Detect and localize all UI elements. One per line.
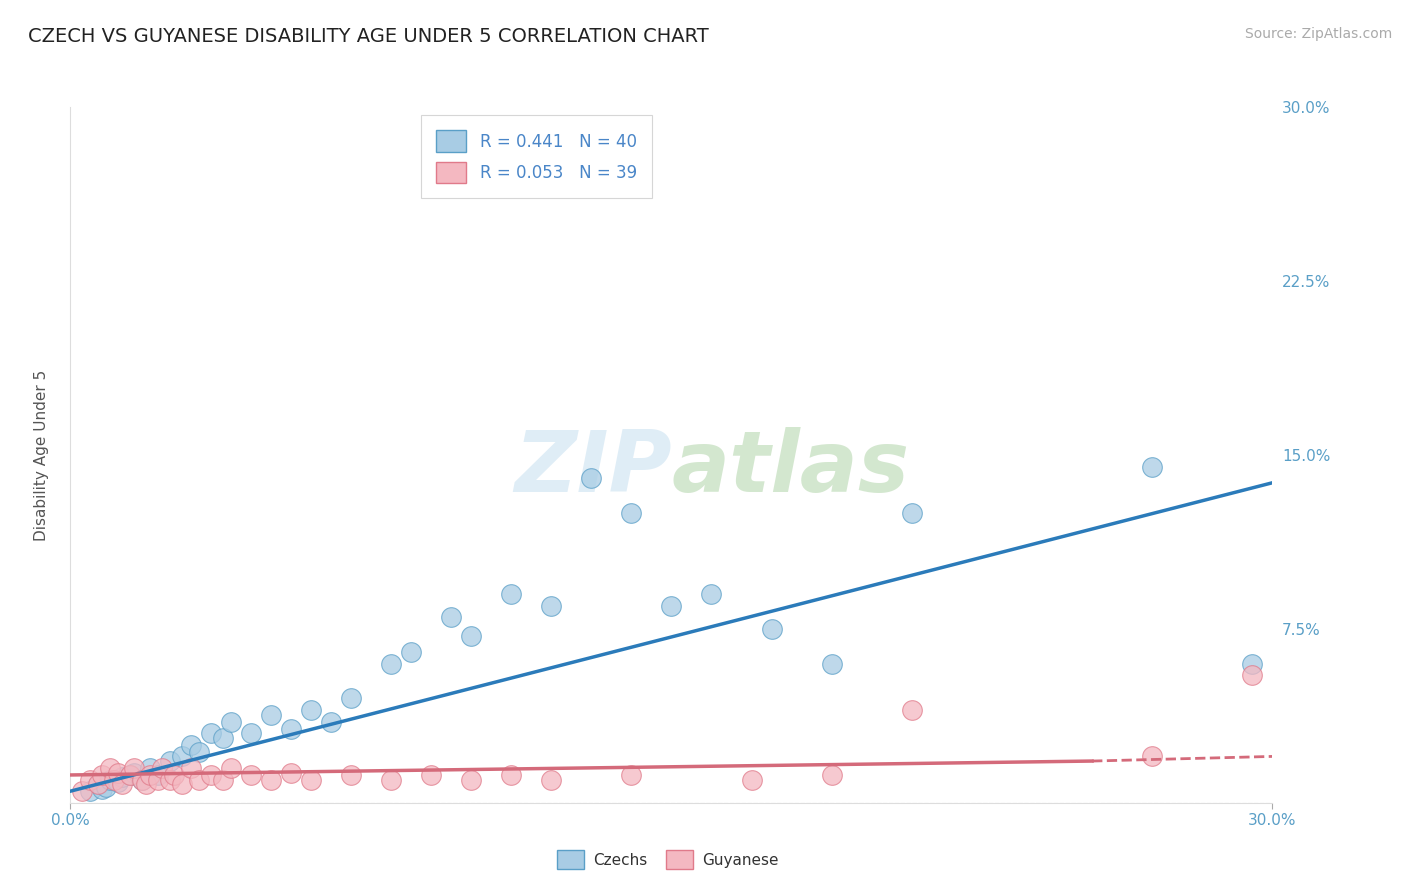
Point — [260, 707, 283, 722]
Point — [440, 610, 463, 624]
Point — [700, 587, 723, 601]
Point — [620, 768, 643, 782]
Point — [661, 599, 683, 613]
Point — [1142, 459, 1164, 474]
Point — [200, 726, 222, 740]
Legend: Czechs, Guyanese: Czechs, Guyanese — [551, 844, 785, 875]
Point — [172, 777, 194, 791]
Point — [96, 780, 118, 794]
Point — [91, 768, 114, 782]
Point — [741, 772, 763, 787]
Point — [135, 777, 157, 791]
Point — [239, 726, 262, 740]
Point — [319, 714, 342, 729]
Point — [299, 772, 322, 787]
Point — [91, 781, 114, 796]
Point — [152, 761, 174, 775]
Y-axis label: Disability Age Under 5: Disability Age Under 5 — [35, 369, 49, 541]
Point — [540, 772, 562, 787]
Point — [172, 749, 194, 764]
Text: atlas: atlas — [672, 427, 910, 510]
Point — [163, 768, 186, 782]
Point — [380, 657, 402, 671]
Point — [380, 772, 402, 787]
Point — [1241, 668, 1264, 682]
Point — [72, 784, 94, 798]
Point — [98, 772, 122, 787]
Point — [139, 761, 162, 775]
Point — [581, 471, 603, 485]
Point — [148, 772, 170, 787]
Text: ZIP: ZIP — [513, 427, 672, 510]
Point — [420, 768, 443, 782]
Point — [187, 745, 209, 759]
Point — [159, 754, 181, 768]
Point — [460, 629, 482, 643]
Point — [260, 772, 283, 787]
Point — [219, 714, 242, 729]
Legend: R = 0.441   N = 40, R = 0.053   N = 39: R = 0.441 N = 40, R = 0.053 N = 39 — [422, 115, 652, 198]
Point — [340, 691, 363, 706]
Point — [821, 657, 844, 671]
Point — [131, 772, 153, 787]
Point — [501, 768, 523, 782]
Point — [239, 768, 262, 782]
Point — [111, 770, 134, 784]
Point — [340, 768, 363, 782]
Point — [901, 703, 924, 717]
Point — [761, 622, 783, 636]
Point — [821, 768, 844, 782]
Point — [219, 761, 242, 775]
Point — [120, 768, 142, 782]
Point — [79, 784, 101, 798]
Point — [211, 731, 233, 745]
Text: CZECH VS GUYANESE DISABILITY AGE UNDER 5 CORRELATION CHART: CZECH VS GUYANESE DISABILITY AGE UNDER 5… — [28, 27, 709, 45]
Point — [280, 765, 302, 780]
Point — [620, 506, 643, 520]
Point — [124, 761, 146, 775]
Point — [901, 506, 924, 520]
Point — [111, 777, 134, 791]
Point — [124, 765, 146, 780]
Point — [180, 738, 202, 752]
Point — [200, 768, 222, 782]
Point — [299, 703, 322, 717]
Point — [180, 761, 202, 775]
Point — [98, 761, 122, 775]
Point — [460, 772, 482, 787]
Point — [131, 772, 153, 787]
Point — [107, 765, 129, 780]
Point — [148, 768, 170, 782]
Point — [120, 768, 142, 782]
Point — [103, 772, 125, 787]
Point — [540, 599, 562, 613]
Point — [107, 775, 129, 789]
Point — [1142, 749, 1164, 764]
Point — [211, 772, 233, 787]
Point — [87, 777, 110, 791]
Point — [280, 722, 302, 736]
Point — [87, 777, 110, 791]
Point — [159, 772, 181, 787]
Point — [79, 772, 101, 787]
Point — [139, 768, 162, 782]
Point — [501, 587, 523, 601]
Point — [1241, 657, 1264, 671]
Point — [399, 645, 422, 659]
Point — [187, 772, 209, 787]
Text: Source: ZipAtlas.com: Source: ZipAtlas.com — [1244, 27, 1392, 41]
